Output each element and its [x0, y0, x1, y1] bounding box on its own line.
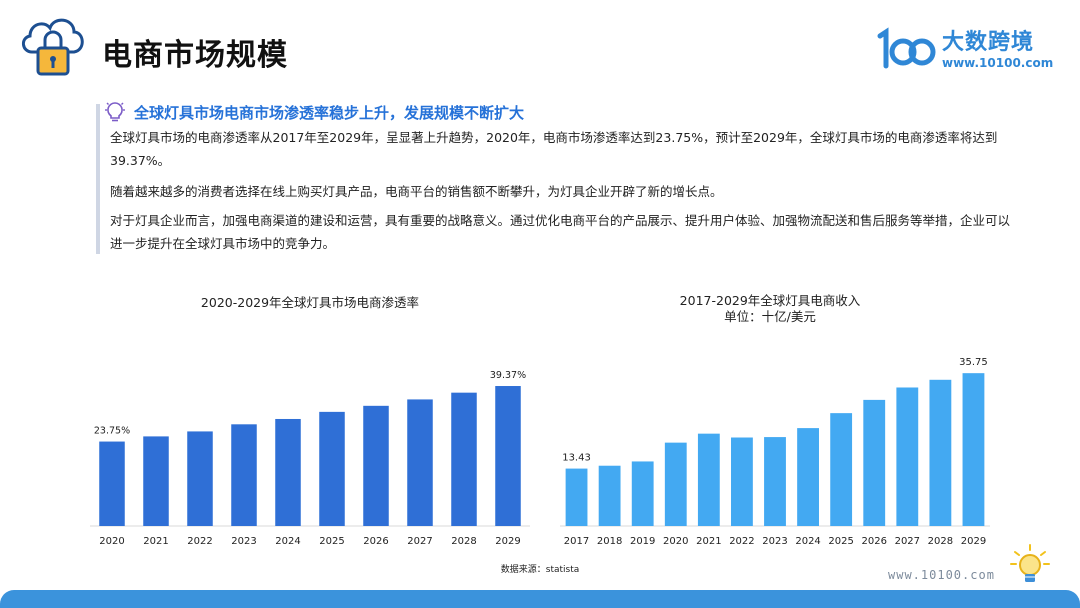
brand-mark-icon [877, 27, 936, 69]
x-tick-label: 2028 [451, 536, 476, 547]
revenue-bar-chart: 2017 13.43 2018 2019 2020 2021 2022 2023 2024 202… [560, 357, 990, 547]
page-title: 电商市场规模 [102, 38, 288, 73]
bar [764, 437, 786, 526]
bar [275, 418, 301, 526]
bar [495, 386, 521, 526]
data-label: 23.75% [94, 426, 130, 437]
data-label: 35.75 [959, 357, 988, 368]
x-tick-label: 2026 [363, 536, 388, 547]
x-tick-label: 2020 [663, 536, 688, 547]
bar [319, 411, 345, 526]
paragraph: 全球灯具市场的电商渗透率从2017年至2029年，呈显著上升趋势，2020年，电… [110, 130, 998, 168]
x-tick-label: 2025 [828, 536, 853, 547]
brand-name: 大数跨境 [942, 30, 1035, 55]
bar [731, 437, 753, 526]
x-tick-label: 2029 [961, 536, 986, 547]
bar [896, 387, 919, 526]
bar [830, 413, 853, 526]
bar [797, 428, 819, 526]
bar [929, 379, 952, 526]
chart-title: 2017-2029年全球灯具电商收入 [679, 293, 861, 308]
paragraph: 对于灯具企业而言，加强电商渠道的建设和运营，具有重要的战略意义。通过优化电商平台… [110, 213, 1011, 251]
bar [143, 436, 169, 526]
data-label: 39.37% [490, 370, 526, 381]
bar [598, 465, 621, 526]
x-tick-label: 2017 [564, 536, 589, 547]
x-tick-label: 2022 [729, 536, 754, 547]
accent-bar [96, 104, 100, 254]
x-tick-label: 2025 [319, 536, 344, 547]
bar [962, 373, 985, 526]
x-tick-label: 2021 [696, 536, 721, 547]
x-tick-label: 2020 [99, 536, 124, 547]
chart-subtitle: 单位：十亿/美元 [724, 309, 816, 324]
chart-title: 2020-2029年全球灯具市场电商渗透率 [200, 295, 420, 310]
x-tick-label: 2026 [862, 536, 887, 547]
bar [407, 399, 433, 526]
x-tick-label: 2023 [231, 536, 256, 547]
bar [99, 441, 125, 526]
x-tick-label: 2021 [143, 536, 168, 547]
cloud-lock-icon [22, 18, 84, 76]
brand-logo[interactable]: 大数跨境 www.10100.com [876, 24, 1066, 76]
x-tick-label: 2027 [895, 536, 920, 547]
bar [187, 431, 213, 526]
bar [664, 442, 687, 526]
x-tick-label: 2018 [597, 536, 622, 547]
lightbulb-icon [105, 102, 125, 122]
x-tick-label: 2024 [795, 536, 820, 547]
bar [863, 399, 886, 526]
data-source: 数据来源：statista [500, 565, 580, 575]
bar [697, 433, 720, 526]
x-tick-label: 2024 [275, 536, 300, 547]
x-tick-label: 2028 [928, 536, 953, 547]
x-tick-label: 2029 [495, 536, 520, 547]
penetration-bar-chart: 2020 23.75% 2021 2022 2023 2024 2025 2026 2027 20… [90, 370, 530, 547]
bar [565, 468, 588, 526]
paragraph: 随着越来越多的消费者选择在线上购买灯具产品，电商平台的销售额不断攀升，为灯具企业… [110, 184, 723, 199]
bar [451, 392, 477, 526]
footer-url[interactable]: www.10100.com [888, 568, 995, 582]
brand-url[interactable]: www.10100.com [942, 56, 1054, 70]
footer-bar [0, 590, 1080, 608]
x-tick-label: 2022 [187, 536, 212, 547]
x-tick-label: 2027 [407, 536, 432, 547]
section-subtitle: 全球灯具市场电商市场渗透率稳步上升，发展规模不断扩大 [134, 104, 525, 122]
x-tick-label: 2023 [762, 536, 787, 547]
bar [363, 405, 389, 526]
content-block: 全球灯具市场电商市场渗透率稳步上升，发展规模不断扩大 全球灯具市场的电商渗透率从… [96, 98, 1036, 258]
lightbulb-icon [1010, 544, 1050, 582]
data-label: 13.43 [562, 453, 591, 464]
x-tick-label: 2019 [630, 536, 655, 547]
bar [231, 424, 257, 526]
bar [631, 461, 654, 526]
